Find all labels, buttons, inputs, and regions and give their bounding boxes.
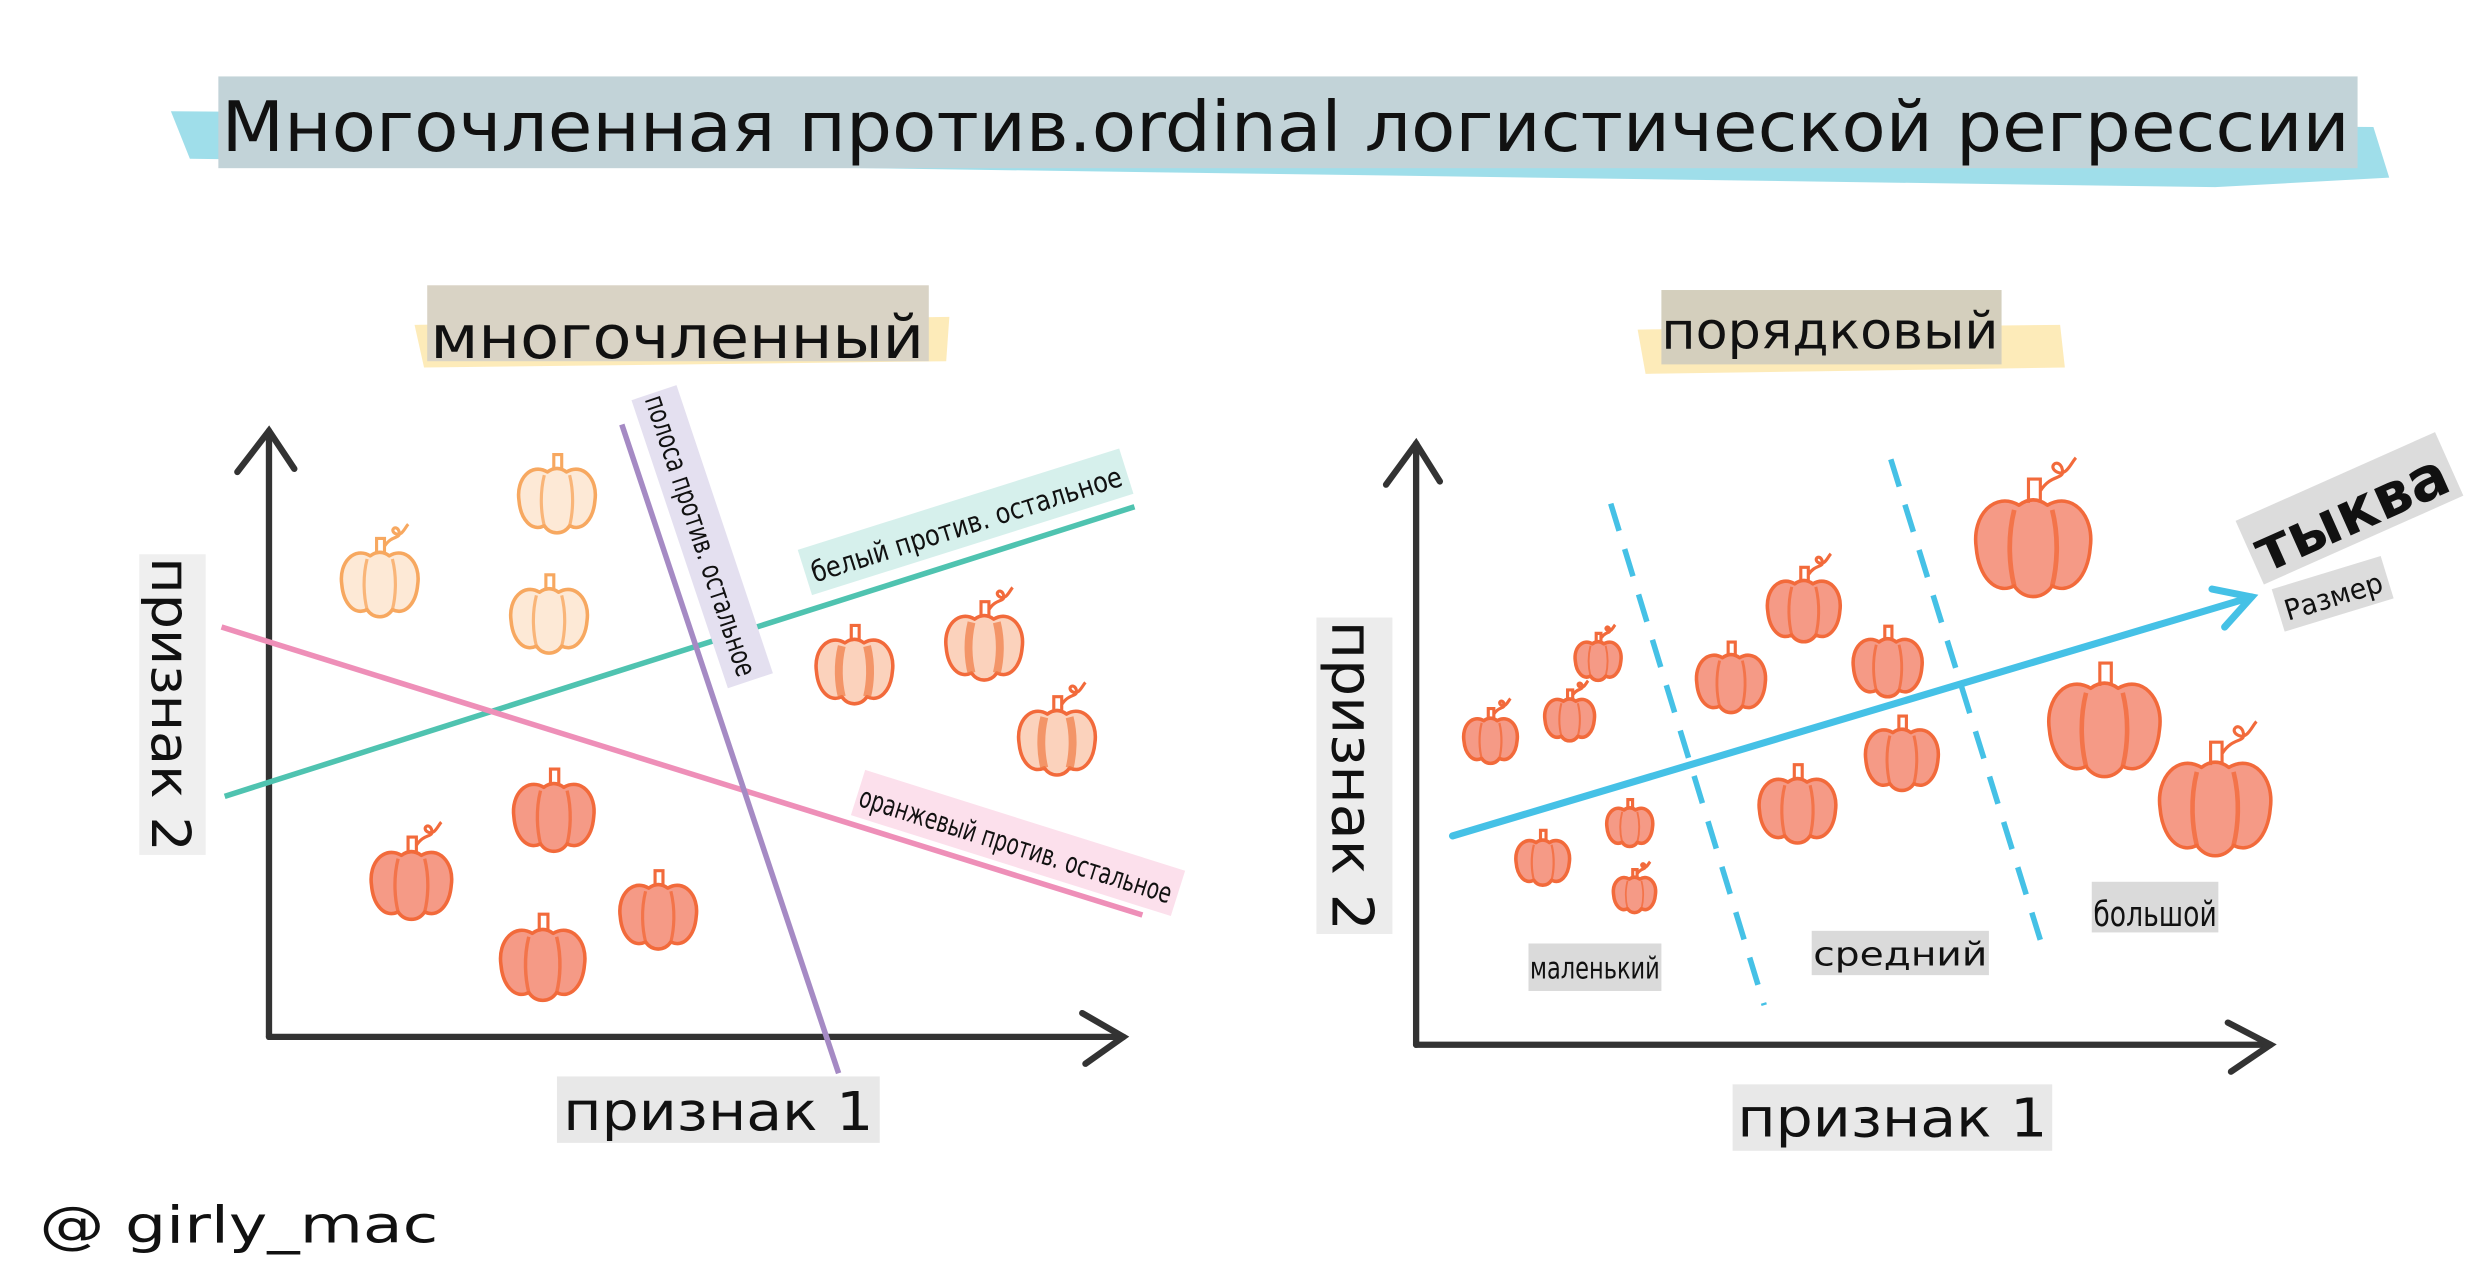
white-pumpkin-icon bbox=[516, 453, 598, 535]
x-axis-label-bg bbox=[1732, 1084, 2053, 1151]
white-vs-rest-line bbox=[223, 504, 1136, 799]
orange-pumpkin-icon bbox=[1863, 714, 1941, 793]
category-large: большой bbox=[2093, 895, 2216, 935]
category-small: маленький bbox=[1530, 951, 1660, 986]
boundary-dashed-line-1 bbox=[1608, 502, 1767, 1007]
orange-pumpkin-icon bbox=[2047, 661, 2162, 779]
y-axis-label: признак 2 bbox=[139, 557, 202, 851]
x-axis-label-bg bbox=[556, 1076, 880, 1143]
orange-pumpkin-icon bbox=[618, 869, 699, 951]
title-bg bbox=[218, 76, 2358, 169]
size-arrowhead bbox=[2208, 585, 2259, 631]
orange-pumpkin-icon bbox=[369, 821, 454, 922]
title: Многочленная против.ordinal логистическо… bbox=[222, 87, 2350, 168]
boundary-dashed-line-2 bbox=[1888, 458, 2049, 959]
orange-pumpkin-icon bbox=[1461, 697, 1520, 766]
orange-pumpkin-icon bbox=[1542, 679, 1597, 743]
y-axis-arrowhead bbox=[1382, 437, 1444, 488]
orange-vs-rest-line bbox=[220, 624, 1144, 918]
orange-pumpkin-icon bbox=[1694, 640, 1768, 715]
orange-pumpkin-icon bbox=[1514, 828, 1572, 887]
striped-pumpkin-icon bbox=[814, 623, 895, 706]
y-axis-arrowhead bbox=[234, 425, 298, 476]
x-axis-label: признак 1 bbox=[1737, 1087, 2047, 1150]
orange-pumpkin-icon bbox=[1765, 552, 1842, 644]
small-label-bg bbox=[1528, 943, 1662, 991]
arrow-label-main: тыква bbox=[2243, 439, 2459, 587]
striped-pumpkin-icon bbox=[1016, 681, 1098, 777]
orange-vs-rest-tag: оранжевый против. остальное bbox=[850, 769, 1186, 917]
ordinal-heading: порядковый bbox=[1661, 302, 1998, 361]
medium-label-bg bbox=[1811, 930, 1989, 976]
x-axis-arrowhead bbox=[1079, 1009, 1130, 1067]
multinomial-heading: многочленный bbox=[430, 303, 924, 373]
orange-pumpkin-icon bbox=[1604, 797, 1655, 849]
pumpkin-group bbox=[339, 453, 1098, 1003]
orange-pumpkin-icon bbox=[1611, 860, 1658, 915]
stripe-vs-rest-line bbox=[619, 423, 842, 1075]
x-axis-label: признак 1 bbox=[563, 1080, 873, 1143]
orange-pumpkin-icon bbox=[2157, 720, 2273, 858]
striped-pumpkin-icon bbox=[944, 586, 1025, 682]
multinomial-panel: многочленный признак 1 признак 2 белый п… bbox=[139, 285, 1186, 1143]
orange-pumpkin-icon bbox=[1973, 456, 2093, 599]
y-axis-label-bg bbox=[1316, 617, 1393, 935]
white-pumpkin-icon bbox=[339, 523, 420, 619]
orange-pumpkin-icon bbox=[511, 767, 596, 854]
credit: @ girly_mac bbox=[40, 1196, 439, 1255]
ordinal-panel: порядковый признак 1 признак 2 тыква Раз… bbox=[1316, 290, 2464, 1151]
size-arrow bbox=[1448, 593, 2256, 840]
orange-vs-rest-label: оранжевый против. остальное bbox=[855, 781, 1176, 910]
category-medium: средний bbox=[1813, 935, 1987, 974]
y-axis-label: признак 2 bbox=[1318, 621, 1384, 931]
axes bbox=[1382, 437, 2277, 1075]
heading-bg bbox=[427, 285, 929, 362]
orange-pumpkin-icon bbox=[1851, 624, 1924, 699]
orange-pumpkin-icon bbox=[498, 912, 587, 1003]
axes bbox=[234, 425, 1130, 1067]
heading-bg bbox=[1661, 290, 2002, 365]
y-axis-label-bg bbox=[139, 554, 206, 855]
pumpkin-group bbox=[1461, 456, 2273, 915]
orange-pumpkin-icon bbox=[1757, 763, 1838, 845]
large-label-bg bbox=[2091, 881, 2219, 933]
white-pumpkin-icon bbox=[508, 573, 590, 655]
title-block: Многочленная против.ordinal логистическо… bbox=[170, 76, 2390, 188]
x-axis-arrowhead bbox=[2224, 1019, 2277, 1075]
orange-pumpkin-icon bbox=[1573, 623, 1623, 683]
